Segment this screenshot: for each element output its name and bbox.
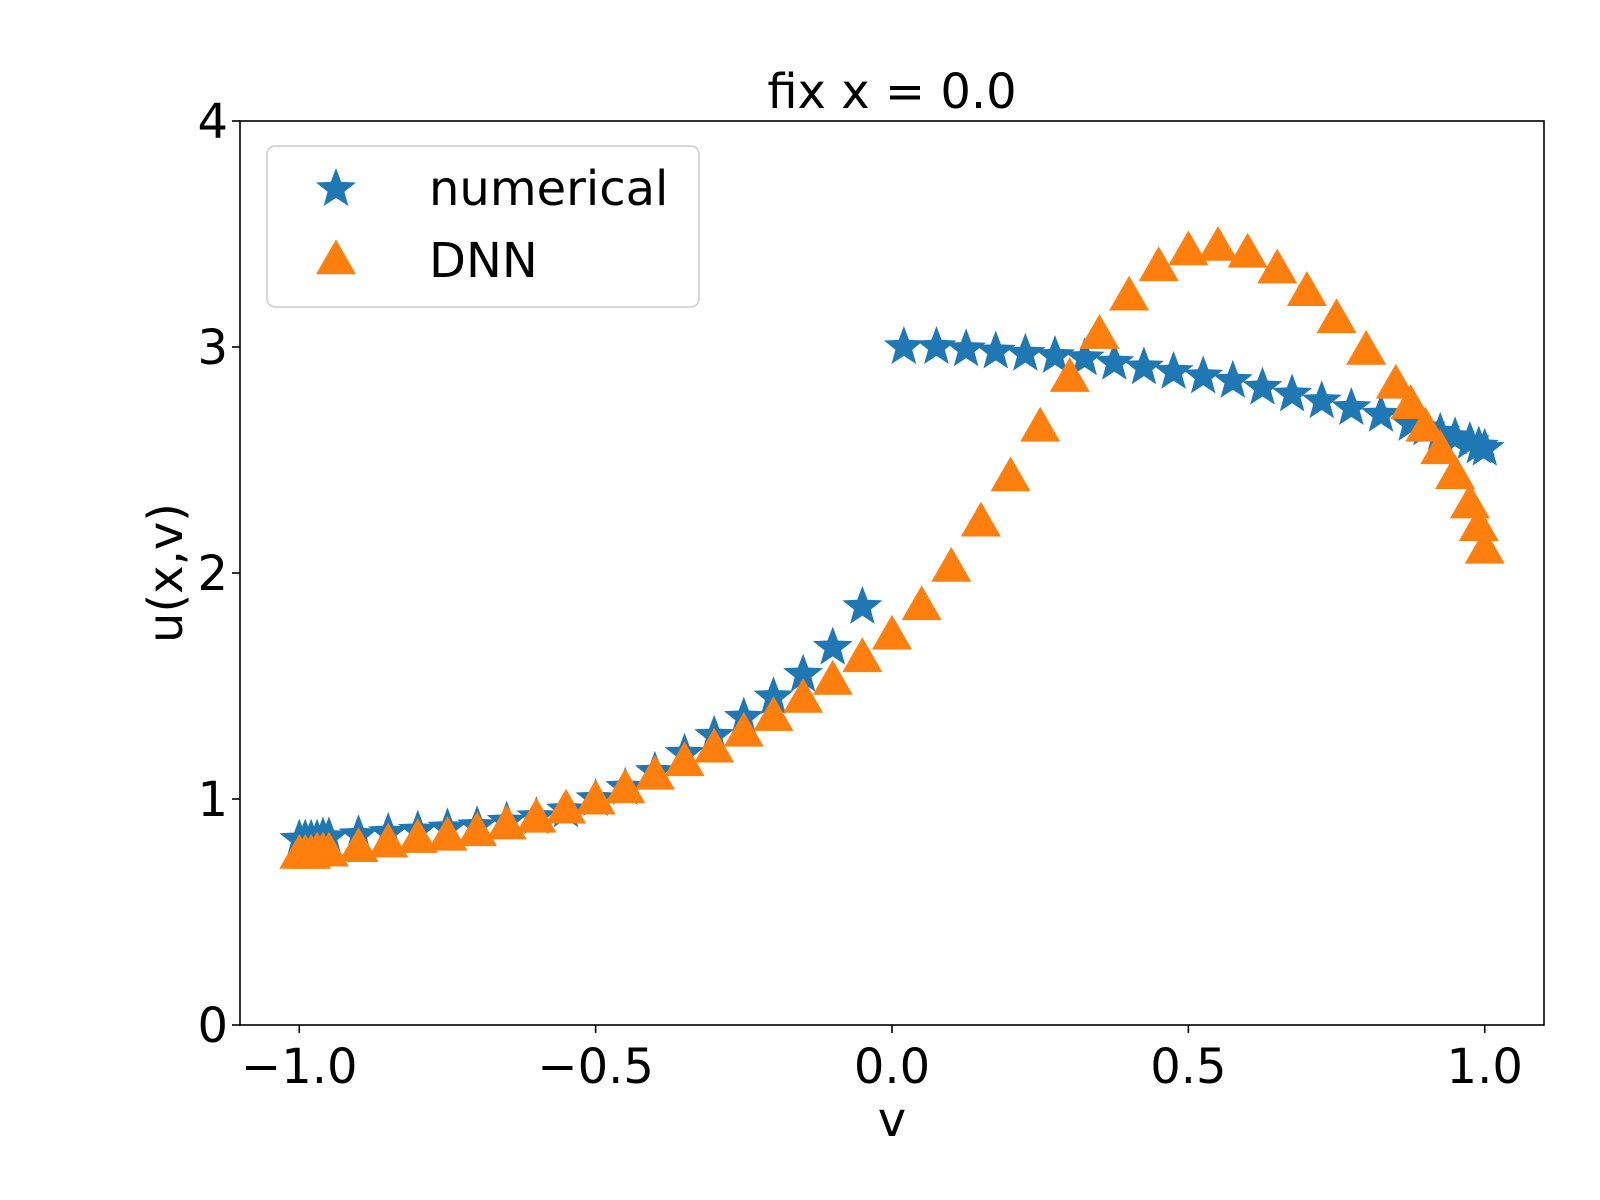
numerical-point <box>1153 350 1194 389</box>
dnn-point <box>1375 363 1416 399</box>
numerical-point <box>1301 380 1342 419</box>
dnn-point <box>1020 406 1061 442</box>
numerical-point <box>1064 337 1105 376</box>
numerical-point <box>1272 373 1313 412</box>
dnn-point <box>753 696 794 731</box>
dnn-point <box>783 677 824 713</box>
legend: numerical DNN <box>266 145 700 308</box>
dnn-point <box>812 659 853 695</box>
legend-label-numerical: numerical <box>429 161 668 217</box>
numerical-point <box>1331 387 1372 426</box>
dnn-point <box>901 585 942 621</box>
dnn-point <box>1346 329 1387 365</box>
dnn-point <box>1168 230 1209 266</box>
x-tick-label: 0.0 <box>854 1039 930 1095</box>
dnn-point <box>427 815 468 851</box>
dnn-point <box>1405 406 1446 442</box>
dnn-point <box>397 818 438 853</box>
numerical-point <box>883 326 924 364</box>
dnn-point <box>1257 248 1298 284</box>
dnn-point <box>1198 225 1238 261</box>
y-tick-label: 3 <box>197 320 228 376</box>
dnn-point <box>1227 232 1268 268</box>
numerical-point <box>842 585 883 624</box>
y-axis-label: u(x,v) <box>138 503 194 643</box>
dnn-point <box>457 811 498 847</box>
dnn-point <box>308 831 349 867</box>
numerical-point <box>783 653 824 692</box>
dnn-point <box>516 797 557 833</box>
series-dnn-points <box>279 225 1505 869</box>
dnn-point <box>872 614 912 650</box>
x-axis-ticks: −1.0 −0.5 0.0 0.5 1.0 <box>241 1025 1523 1095</box>
numerical-point <box>1212 359 1253 398</box>
dnn-point <box>546 788 586 824</box>
numerical-point <box>753 676 794 715</box>
numerical-point <box>946 328 987 367</box>
numerical-point <box>975 330 1016 369</box>
legend-triangle-marker-icon <box>316 239 356 275</box>
y-tick-label: 1 <box>197 772 228 828</box>
dnn-point <box>1316 298 1357 334</box>
y-tick-label: 4 <box>197 94 228 150</box>
x-tick-label: 0.5 <box>1150 1039 1226 1095</box>
numerical-point <box>1123 346 1164 385</box>
y-axis-ticks: 0 1 2 3 4 <box>197 94 240 1054</box>
dnn-point <box>486 804 527 840</box>
dnn-point <box>1138 246 1179 282</box>
numerical-point <box>812 626 853 665</box>
dnn-point <box>575 779 616 815</box>
legend-triangle-marker <box>316 239 356 275</box>
dnn-point <box>1464 528 1505 564</box>
numerical-point <box>1242 366 1283 405</box>
x-axis-label: v <box>878 1092 906 1148</box>
dnn-point <box>664 741 705 777</box>
dnn-point <box>723 711 764 747</box>
dnn-point <box>990 456 1031 492</box>
dnn-point <box>1390 384 1431 419</box>
dnn-point <box>368 822 409 858</box>
dnn-point <box>338 827 379 862</box>
dnn-point <box>1286 271 1327 306</box>
dnn-point <box>1109 275 1150 311</box>
numerical-point <box>1183 355 1224 394</box>
numerical-point <box>1005 332 1046 371</box>
numerical-point <box>1094 341 1135 380</box>
x-tick-label: 1.0 <box>1447 1039 1523 1095</box>
y-tick-label: 2 <box>197 546 228 602</box>
dnn-point <box>931 546 972 582</box>
chart-title: fix x = 0.0 <box>767 64 1016 120</box>
dnn-point <box>1049 357 1090 392</box>
dnn-point <box>634 754 675 790</box>
numerical-point <box>1464 427 1505 466</box>
numerical-point <box>1361 393 1401 432</box>
legend-star-marker-icon <box>316 168 356 206</box>
legend-star-marker <box>316 168 356 206</box>
numerical-point <box>1035 335 1075 374</box>
dnn-point <box>842 637 883 673</box>
x-tick-label: −0.5 <box>537 1039 654 1095</box>
legend-box <box>266 145 700 308</box>
dnn-point <box>694 727 735 763</box>
dnn-point <box>1458 506 1499 542</box>
dnn-point <box>1420 429 1461 465</box>
x-tick-label: −1.0 <box>241 1039 358 1095</box>
legend-label-dnn: DNN <box>429 233 538 289</box>
dnn-point <box>605 768 646 804</box>
y-tick-label: 0 <box>197 998 228 1054</box>
dnn-point <box>1435 454 1476 490</box>
dnn-point <box>960 501 1001 537</box>
dnn-point <box>1079 314 1120 349</box>
numerical-point <box>916 326 957 364</box>
